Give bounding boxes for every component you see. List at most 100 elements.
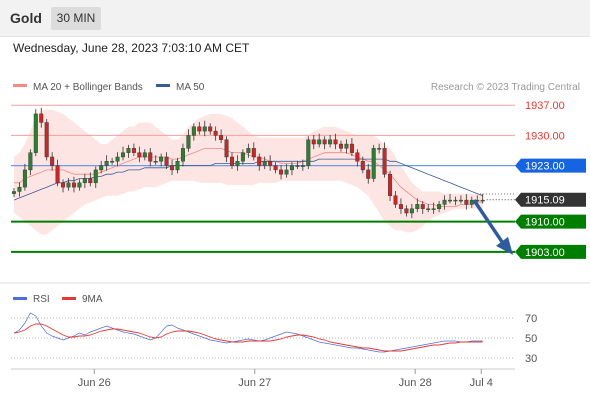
candle-body [77,182,82,188]
candle-body [235,161,240,166]
price-label-text: 1903.00 [525,247,565,259]
candle-body [388,174,393,196]
rsi-ma9-line [13,323,483,352]
copyright-text: Research © 2023 Trading Central [431,82,580,93]
candle-body [164,156,169,166]
resistance-label: 1930.00 [525,130,565,142]
candle-body [398,204,403,209]
rsi-legend-swatch [62,297,76,300]
rsi-line [13,312,483,353]
candle-body [197,126,202,132]
candle-body [322,139,327,145]
candle-body [349,143,354,153]
candle-body [317,139,322,145]
candle-body [202,126,207,132]
candle-body [360,161,365,171]
candle-body [382,148,387,175]
x-tick-label: Jun 27 [238,377,271,389]
forecast-arrow [472,199,504,243]
candle-body [39,113,44,123]
x-tick-label: Jun 26 [78,377,111,389]
candle-body [44,122,49,158]
candle-body [300,165,305,167]
candle-body [28,152,33,171]
rsi-legend-label: RSI [33,294,50,305]
price-label-text: 1923.00 [525,161,565,173]
candle-body [371,148,376,179]
candle-body [273,165,278,171]
candle-body [104,161,109,166]
candle-body [93,169,98,184]
candle-body [61,182,66,188]
candle-body [11,191,16,194]
legend-label: MA 20 + Bollinger Bands [33,82,143,93]
forecast-arrow-head [496,236,513,255]
candle-body [268,161,273,166]
candle-body [148,152,153,162]
candle-body [393,195,398,205]
legend-label: MA 50 [176,82,205,93]
candle-body [142,152,147,158]
candle-body [33,113,38,153]
candle-body [153,161,158,163]
candle-body [306,139,311,166]
price-panel: MA 20 + Bollinger Bands MA 50 Research © 2… [0,82,590,284]
candle-body [224,139,229,158]
candle-body [284,169,289,175]
bollinger-band [14,109,483,235]
candle-body [82,178,87,184]
ma50-line [13,158,483,201]
candle-body [480,199,485,202]
candle-body [175,161,180,171]
candle-body [71,182,76,188]
candle-body [262,161,267,166]
timeframe-button[interactable]: 30 MIN [51,7,101,30]
candle-body [453,199,458,202]
candle-body [420,204,425,209]
candle-body [229,156,234,166]
candle-body [240,152,245,162]
candle-body [17,186,22,192]
candle-body [131,148,136,153]
candle-body [448,199,453,202]
chart-timestamp: Wednesday, June 28, 2023 7:03:10 AM CET [13,41,250,55]
x-axis: Jun 26 Jun 27 Jun 28 Jul 4 [11,368,515,389]
candle-body [126,148,131,153]
candle-body [377,148,382,150]
candle-body [88,178,93,184]
candle-body [339,143,344,149]
candle-body [110,161,115,163]
candle-body [442,199,447,205]
candle-body [180,148,185,162]
candle-body [55,165,60,184]
candle-body [464,199,469,205]
candle-body [409,208,414,214]
candle-body [159,156,164,162]
candle-body [415,204,420,209]
candle-body [257,156,262,166]
legend-swatch [156,84,170,87]
candle-body [66,182,71,188]
candle-body [99,165,104,171]
symbol-title: Gold [10,10,42,26]
price-label-tag [515,214,586,229]
rsi-level-label: 50 [525,333,537,345]
price-label-text: 1915.09 [525,195,565,207]
candle-body [311,139,316,145]
rsi-level-label: 70 [525,313,537,325]
candle-body [279,169,284,175]
candle-body [50,156,55,166]
rsi-level-label: 30 [525,353,537,365]
candle-body [219,135,224,140]
candle-body [404,208,409,214]
rsi-panel: RSI 9MA 70 50 30 [11,294,537,365]
candle-body [333,139,338,145]
candle-body [366,169,371,179]
candle-body [137,152,142,158]
price-label-text: 1910.00 [525,217,565,229]
candle-body [431,208,436,210]
candle-body [22,169,27,188]
candle-body [295,165,300,167]
candle-body [437,204,442,209]
